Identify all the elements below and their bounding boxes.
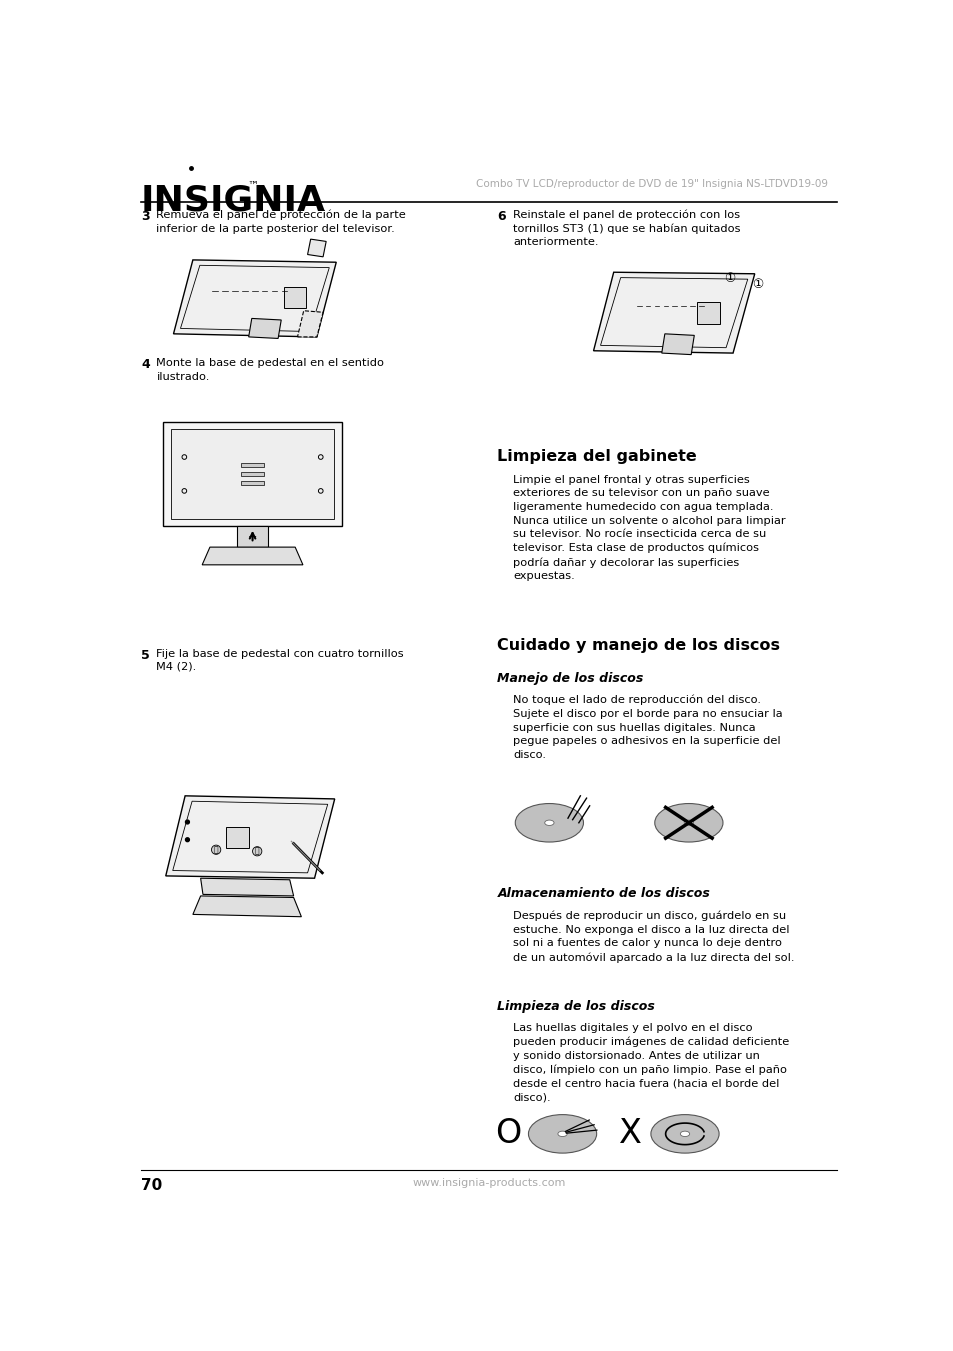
Bar <box>241 471 264 476</box>
Text: INSIGNIA: INSIGNIA <box>141 184 326 218</box>
Text: Cuidado y manejo de los discos: Cuidado y manejo de los discos <box>497 638 780 653</box>
Bar <box>241 481 264 485</box>
Ellipse shape <box>650 1115 719 1154</box>
Circle shape <box>185 820 190 824</box>
Text: ™: ™ <box>247 181 258 190</box>
Polygon shape <box>297 311 323 336</box>
Text: www.insignia-products.com: www.insignia-products.com <box>412 1178 565 1188</box>
Bar <box>241 463 264 466</box>
Circle shape <box>212 846 220 854</box>
Text: Combo TV LCD/reproductor de DVD de 19" Insignia NS-LTDVD19-09: Combo TV LCD/reproductor de DVD de 19" I… <box>476 180 826 189</box>
Text: ⓑ: ⓑ <box>213 846 218 854</box>
FancyBboxPatch shape <box>696 303 720 324</box>
Text: Monte la base de pedestal en el sentido
ilustrado.: Monte la base de pedestal en el sentido … <box>156 358 384 382</box>
Ellipse shape <box>558 1131 567 1136</box>
Ellipse shape <box>683 820 693 825</box>
Text: Después de reproducir un disco, guárdelo en su
estuche. No exponga el disco a la: Después de reproducir un disco, guárdelo… <box>513 911 794 962</box>
FancyBboxPatch shape <box>284 286 306 308</box>
Text: 6: 6 <box>497 209 505 223</box>
Polygon shape <box>200 878 294 896</box>
Circle shape <box>185 838 190 842</box>
Circle shape <box>253 847 261 857</box>
Ellipse shape <box>679 1131 689 1136</box>
Polygon shape <box>166 796 335 878</box>
Bar <box>163 422 341 527</box>
Polygon shape <box>193 896 301 917</box>
Text: Las huellas digitales y el polvo en el disco
pueden producir imágenes de calidad: Las huellas digitales y el polvo en el d… <box>513 1023 788 1102</box>
Bar <box>236 527 268 547</box>
Text: ⓑ: ⓑ <box>254 847 259 855</box>
Text: Limpieza del gabinete: Limpieza del gabinete <box>497 449 697 463</box>
Text: X: X <box>618 1117 641 1150</box>
Text: Limpie el panel frontal y otras superficies
exteriores de su televisor con un pa: Limpie el panel frontal y otras superfic… <box>513 474 784 581</box>
FancyBboxPatch shape <box>226 827 249 848</box>
Bar <box>171 430 334 519</box>
Polygon shape <box>173 259 335 336</box>
Text: ①: ① <box>723 272 735 285</box>
Text: 3: 3 <box>141 209 150 223</box>
Text: No toque el lado de reproducción del disco.
Sujete el disco por el borde para no: No toque el lado de reproducción del dis… <box>513 694 781 759</box>
Text: +: + <box>248 532 257 542</box>
Ellipse shape <box>654 804 722 842</box>
Text: Reinstale el panel de protección con los
tornillos ST3 (1) que se habían quitado: Reinstale el panel de protección con los… <box>513 209 740 247</box>
Text: Fije la base de pedestal con cuatro tornillos
M4 (2).: Fije la base de pedestal con cuatro torn… <box>156 648 404 671</box>
Ellipse shape <box>528 1115 596 1154</box>
Text: O: O <box>495 1117 521 1150</box>
Text: 70: 70 <box>141 1178 162 1193</box>
Text: Manejo de los discos: Manejo de los discos <box>497 671 643 685</box>
Text: Remueva el panel de protección de la parte
inferior de la parte posterior del te: Remueva el panel de protección de la par… <box>156 209 406 234</box>
Text: Limpieza de los discos: Limpieza de los discos <box>497 1000 655 1013</box>
Text: 4: 4 <box>141 358 150 372</box>
Polygon shape <box>593 273 754 353</box>
Text: ①: ① <box>751 278 762 290</box>
Polygon shape <box>307 239 326 257</box>
Polygon shape <box>249 319 281 339</box>
Polygon shape <box>661 334 694 354</box>
Ellipse shape <box>515 804 583 842</box>
Polygon shape <box>202 547 303 565</box>
Text: Almacenamiento de los discos: Almacenamiento de los discos <box>497 888 710 901</box>
Ellipse shape <box>544 820 554 825</box>
Text: 5: 5 <box>141 648 150 662</box>
